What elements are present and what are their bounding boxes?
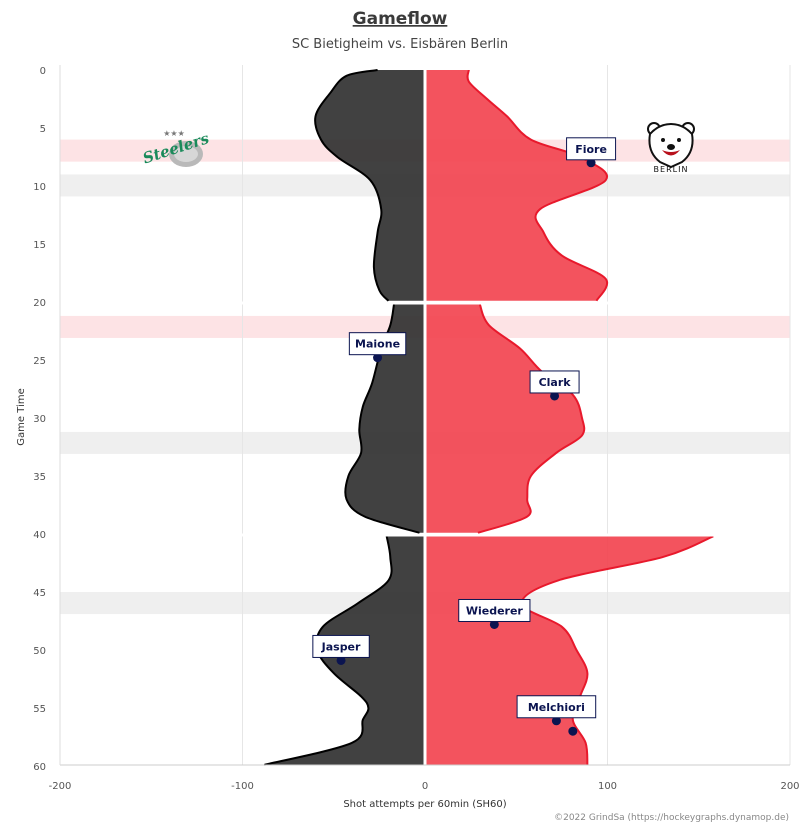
x-tick-label: -200 [49, 781, 72, 792]
y-tick-label: 0 [40, 66, 46, 77]
goal-label-box [458, 598, 531, 622]
goal-marker [373, 353, 383, 363]
home-area-period-1 [315, 70, 425, 301]
goal-marker [568, 726, 578, 736]
goal-scorer-label: Jasper [321, 640, 361, 653]
away-line-period-1 [466, 69, 609, 302]
goal-marker [336, 655, 346, 665]
y-tick-label: 50 [33, 646, 46, 657]
steelers-logo-icon: Steelers ★★★ [141, 129, 212, 167]
goal-label-box [516, 695, 597, 719]
chart-subtitle: SC Bietigheim vs. Eisbären Berlin [292, 37, 508, 52]
goal-scorer-label: Wiederer [466, 604, 524, 617]
y-tick-label: 30 [33, 414, 46, 425]
y-tick-label: 10 [33, 182, 46, 193]
away-line-period-3 [520, 535, 714, 765]
goal-marker [489, 619, 499, 629]
svg-text:★★★: ★★★ [163, 129, 185, 138]
goal-scorer-label: Fiore [575, 143, 607, 156]
goal-label-box [312, 634, 370, 658]
x-tick-label: 200 [780, 781, 799, 792]
axes [59, 65, 790, 766]
y-tick-label: 55 [33, 704, 46, 715]
x-tick-label: -100 [231, 781, 254, 792]
x-tick-label: 100 [598, 781, 617, 792]
series-areas [240, 66, 760, 766]
goal-marker [551, 716, 561, 726]
goal-scorer-label: Maione [355, 338, 400, 351]
polar-bear-logo-icon: BERLIN [647, 122, 695, 174]
x-tick-label: 0 [422, 781, 428, 792]
y-tick-label: 45 [33, 588, 46, 599]
away-area-period-1 [425, 70, 608, 301]
home-area-period-2 [345, 304, 425, 533]
y-tick-label: 20 [33, 298, 46, 309]
goal-label-box [348, 332, 407, 356]
goal-scorer-label: Clark [539, 376, 572, 389]
credit-text: ©2022 GrindSa (https://hockeygraphs.dyna… [554, 813, 789, 823]
goal-marker [550, 391, 560, 401]
chart-title: Gameflow [353, 9, 448, 29]
goal-label-box [566, 137, 617, 161]
y-tick-label: 35 [33, 472, 46, 483]
away-area-period-3 [425, 536, 714, 765]
team-logos: Steelers ★★★ BERLIN [141, 122, 695, 174]
away-area-period-2 [425, 304, 585, 533]
x-tick-labels: -200 -100 0 100 200 [49, 781, 800, 792]
y-tick-label: 15 [33, 240, 46, 251]
home-line-period-3 [264, 536, 393, 766]
goal-scorer-label: Melchiori [528, 701, 585, 714]
x-axis-label: Shot attempts per 60min (SH60) [343, 799, 506, 810]
away-line-period-2 [477, 303, 586, 534]
y-tick-label: 5 [40, 124, 46, 135]
y-tick-label: 60 [33, 762, 46, 773]
berlin-logo-text: BERLIN [654, 165, 689, 174]
y-tick-labels: 0 5 10 15 20 25 30 35 40 45 50 55 60 [33, 66, 46, 773]
y-axis-label: Game Time [16, 388, 27, 445]
y-tick-label: 25 [33, 356, 46, 367]
home-line-period-1 [314, 69, 390, 302]
goal-markers: Fiore Maione Clark Wiederer Jasper Melchiori [312, 137, 617, 736]
goal-label-box [529, 370, 580, 394]
y-tick-label: 40 [33, 530, 46, 541]
goal-marker [586, 158, 596, 168]
